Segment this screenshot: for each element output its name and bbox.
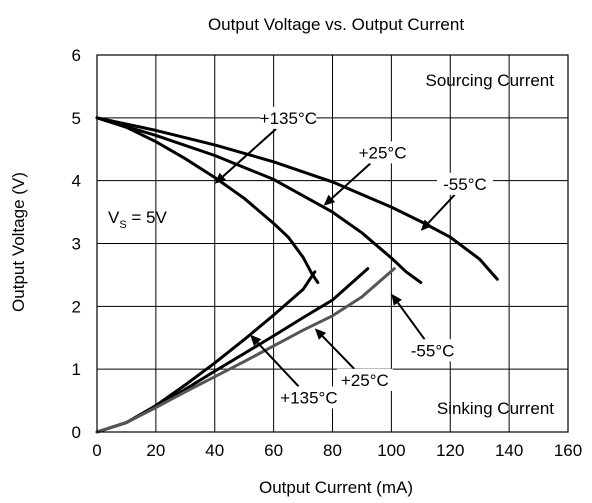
y-tick-label: 5 [72,109,81,128]
y-tick-label: 1 [72,360,81,379]
x-tick-label: 0 [92,441,101,460]
label-arrow-head [214,172,227,184]
curve-label: +135°C [280,388,337,407]
x-tick-label: 120 [436,441,464,460]
curve-label-box [404,339,461,362]
tick-labels: 0 20 40 60 80 100 120 140 160 0 1 2 3 4 5 6 [72,46,583,460]
x-tick-label: 80 [323,441,342,460]
sinking-current-label: Sinking Current [437,399,554,418]
curve-label-box [260,106,317,129]
curve-label: -55°C [411,341,455,360]
y-tick-label: 3 [72,235,81,254]
plot-frame [96,54,569,433]
label-arrow-line [222,128,277,178]
series-line-sourcing [95,116,499,281]
label-arrow-head [323,194,336,206]
x-tick-label: 100 [377,441,405,460]
x-tick-label: 140 [495,441,523,460]
y-axis-label: Output Voltage (V) [9,172,28,312]
curve-label: +135°C [260,109,317,128]
label-arrow-line [256,341,300,388]
y-tick-label: 0 [72,423,81,442]
x-axis-label: Output Current (mA) [259,478,413,497]
curve-label: +25°C [341,371,389,390]
curve-labels: +135°C+25°C-55°C-55°C+25°C+135°C [214,106,493,409]
x-tick-label: 160 [554,441,582,460]
series-line-sourcing [95,116,320,284]
y-tick-label: 2 [72,297,81,316]
curve-label: -55°C [443,175,487,194]
x-tick-label: 40 [205,441,224,460]
curve-label-box [354,141,411,164]
label-arrow-head [314,328,327,340]
supply-voltage-label: VS = 5V [108,208,168,231]
y-tick-label: 4 [72,172,81,191]
label-arrow-line [321,335,355,370]
curve-label-box [280,386,337,409]
series-line-sinking [95,267,396,434]
label-arrow-line [427,194,456,224]
label-arrow-head [250,334,262,347]
label-arrow-head [420,219,432,231]
x-tick-label: 20 [146,441,165,460]
label-arrow-line [331,162,372,200]
curve-label-box [336,368,393,391]
x-tick-label: 60 [264,441,283,460]
chart-title: Output Voltage vs. Output Current [208,15,464,34]
sourcing-current-label: Sourcing Current [425,71,554,90]
curve-label-box [436,172,493,195]
label-arrow-head [391,293,402,306]
y-tick-label: 6 [72,46,81,65]
curve-label: +25°C [359,143,407,162]
label-arrow-line [397,302,426,340]
grid [97,55,568,432]
series-line-sourcing [95,116,423,284]
series-lines [95,116,499,434]
